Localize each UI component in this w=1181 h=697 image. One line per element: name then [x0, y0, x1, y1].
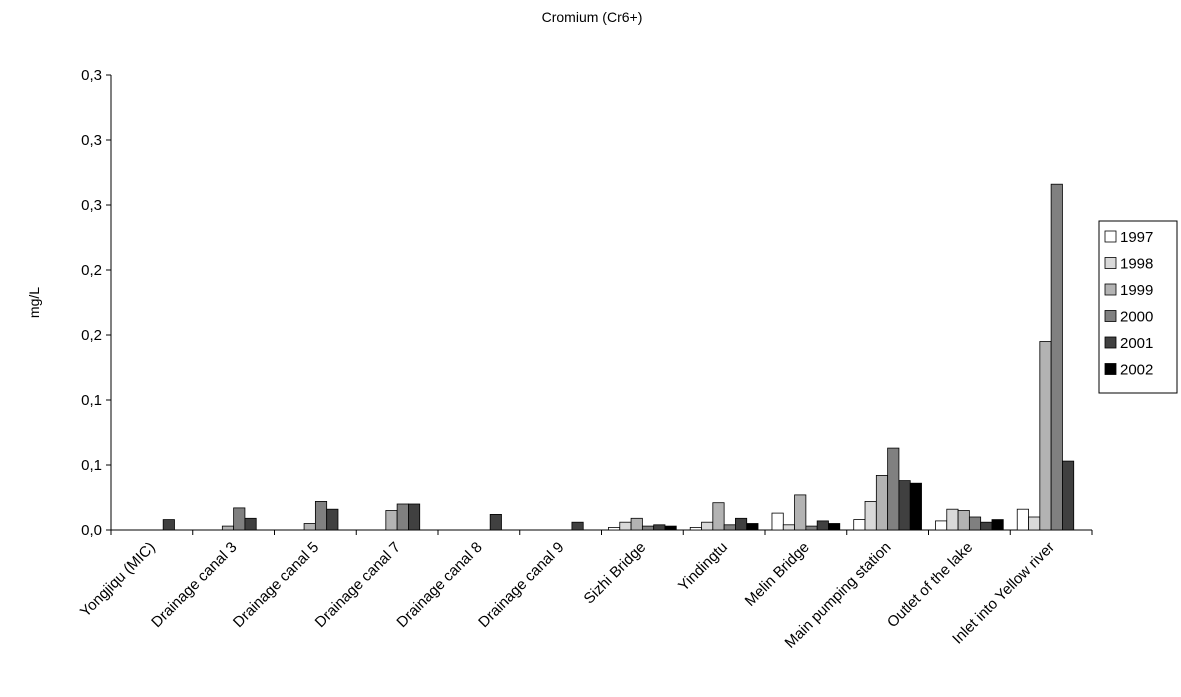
- bar-1999: [712, 502, 725, 531]
- bar-2002: [664, 525, 677, 531]
- bar-2001: [408, 503, 421, 531]
- y-tick-label: 0,1: [81, 392, 102, 409]
- bar-2001: [244, 517, 257, 531]
- bar-2001: [898, 480, 911, 531]
- bars: [162, 183, 1075, 531]
- bar-1998: [701, 521, 714, 531]
- x-category-label: Drainage canal 8: [393, 539, 485, 631]
- y-tick-label: 0,3: [81, 67, 102, 84]
- bar-1999: [1039, 341, 1052, 531]
- bar-2002: [909, 482, 922, 531]
- bar-2000: [1050, 183, 1063, 531]
- bar-1999: [957, 510, 970, 531]
- x-category-label: Yindingtu: [675, 539, 731, 595]
- x-category-label: Melin Bridge: [742, 539, 813, 610]
- y-axis-label: mg/L: [26, 287, 42, 318]
- x-category-label: Sizhi Bridge: [581, 539, 650, 608]
- bar-1997: [1016, 508, 1029, 531]
- legend-swatch-1997: [1104, 230, 1117, 243]
- bar-2001: [1062, 460, 1075, 531]
- bar-2000: [723, 524, 736, 531]
- legend-label-2000: 2000: [1120, 309, 1153, 326]
- bar-2002: [828, 523, 841, 531]
- bar-1999: [794, 494, 807, 531]
- bar-2001: [980, 521, 993, 531]
- y-tick-label: 0,1: [81, 457, 102, 474]
- bar-1999: [875, 474, 889, 531]
- y-tick-label: 0,3: [81, 132, 102, 149]
- bar-1997: [689, 527, 702, 531]
- bar-2000: [396, 503, 409, 531]
- bar-1999: [221, 525, 235, 531]
- chart-title: Cromium (Cr6+): [542, 9, 643, 25]
- bar-1997: [608, 527, 621, 531]
- bar-1997: [853, 519, 866, 531]
- bar-2000: [968, 516, 982, 531]
- legend-swatch-2002: [1104, 363, 1117, 375]
- bar-1997: [935, 520, 948, 531]
- legend-label-1997: 1997: [1120, 229, 1153, 246]
- legend-swatch-1999: [1104, 283, 1117, 296]
- bar-2001: [326, 508, 339, 531]
- bar-1998: [1028, 516, 1041, 531]
- bar-2001: [653, 524, 666, 531]
- x-category-label: Drainage canal 7: [312, 539, 404, 631]
- bar-1998: [619, 521, 632, 531]
- y-tick-label: 0,0: [81, 522, 102, 539]
- y-tick-label: 0,3: [81, 197, 102, 214]
- bar-1998: [782, 524, 795, 531]
- bar-2002: [991, 519, 1004, 531]
- legend-label-1998: 1998: [1120, 256, 1153, 273]
- bar-1998: [864, 500, 877, 531]
- x-category-label: Yongjiqu (MIC): [77, 539, 159, 621]
- bar-2001: [489, 514, 502, 531]
- bar-2001: [816, 520, 829, 531]
- bar-1997: [771, 512, 784, 531]
- x-category-label: Drainage canal 9: [475, 539, 567, 631]
- bar-2000: [887, 447, 900, 531]
- legend-swatch-2000: [1104, 310, 1117, 322]
- bar-2002: [746, 523, 759, 531]
- x-category-label: Drainage canal 3: [148, 539, 240, 631]
- x-category-label: Outlet of the lake: [884, 539, 976, 631]
- bar-2000: [641, 525, 655, 531]
- bar-1998: [946, 508, 959, 531]
- legend: 1997 1998 1999 2000 2001 2002: [1098, 220, 1178, 394]
- bar-1999: [303, 523, 316, 531]
- bar-2000: [805, 525, 818, 531]
- bar-2000: [233, 507, 246, 531]
- bar-2001: [162, 519, 175, 531]
- x-category-label: Drainage canal 5: [230, 539, 322, 631]
- bar-1999: [385, 510, 398, 531]
- legend-label-2001: 2001: [1120, 335, 1153, 352]
- legend-swatch-1998: [1104, 257, 1117, 269]
- y-tick-label: 0,2: [81, 262, 102, 279]
- legend-label-1999: 1999: [1120, 282, 1153, 299]
- legend-label-2002: 2002: [1120, 362, 1153, 379]
- y-axis: 0,0 0,1 0,1 0,2 0,2 0,3 0,3 0,3: [81, 67, 112, 539]
- y-tick-label: 0,2: [81, 327, 102, 344]
- bar-1999: [630, 517, 643, 531]
- bar-2000: [314, 500, 328, 531]
- bar-2001: [571, 521, 584, 531]
- bar-2001: [735, 517, 748, 531]
- legend-swatch-2001: [1104, 336, 1117, 349]
